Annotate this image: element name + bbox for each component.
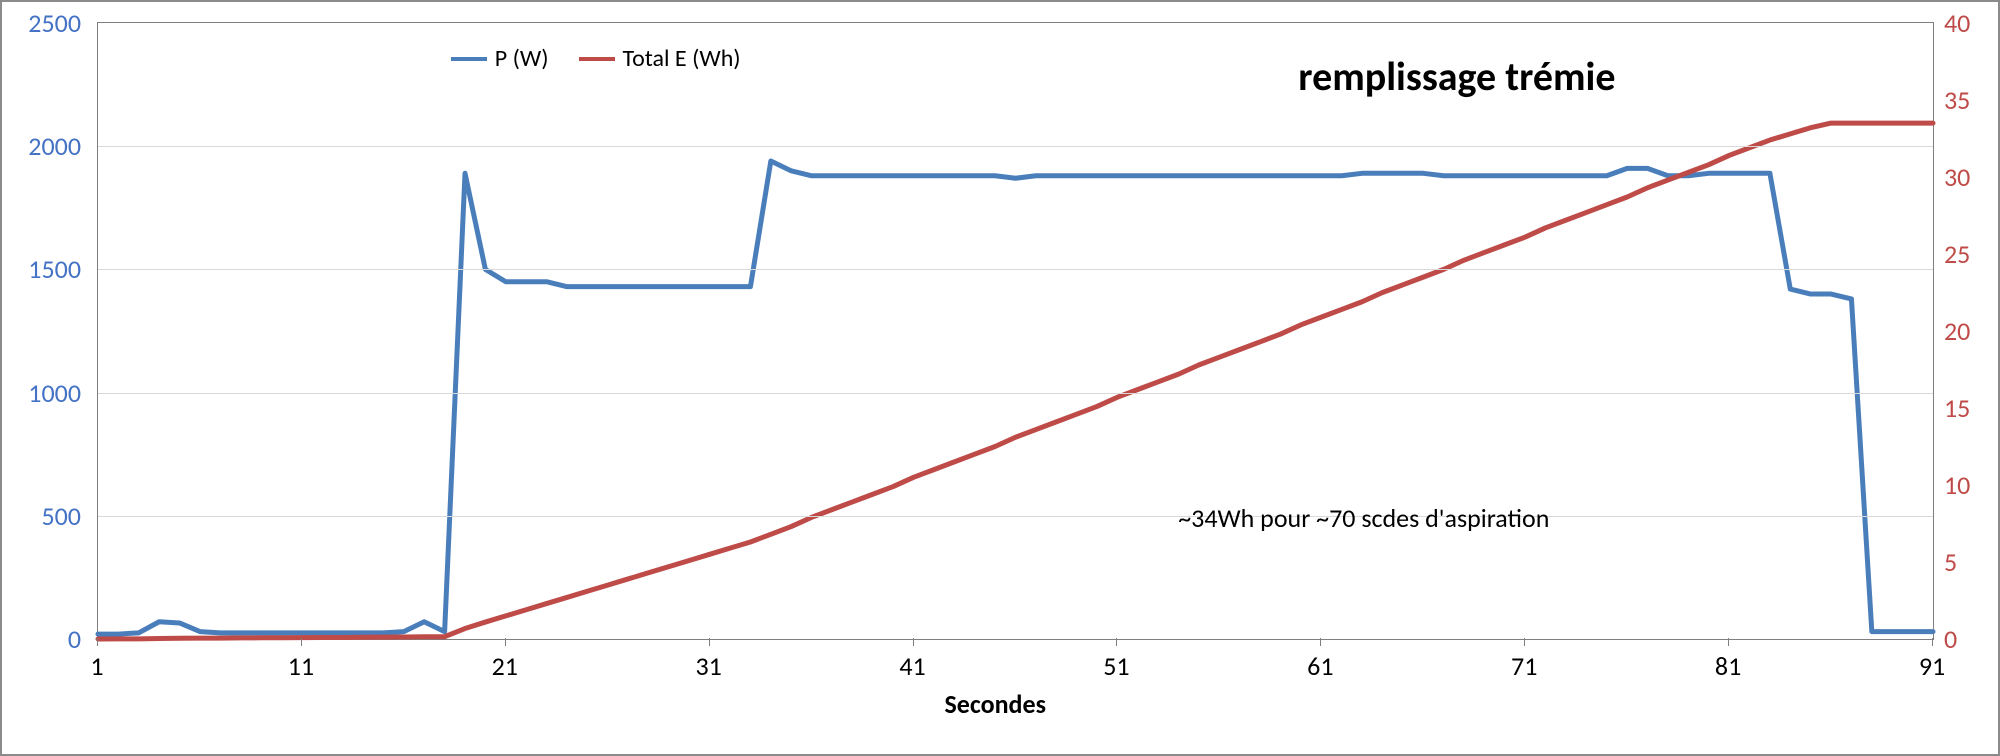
- legend-item: Total E (Wh): [579, 44, 741, 73]
- y-right-tick-label: 40: [1944, 7, 1970, 39]
- x-tick-mark: [1524, 638, 1525, 646]
- grid-line: [98, 393, 1933, 394]
- x-tick-mark: [913, 638, 914, 646]
- series-svg: [98, 23, 1933, 639]
- x-tick-mark: [1728, 638, 1729, 646]
- legend-label: Total E (Wh): [623, 44, 741, 73]
- grid-line: [98, 146, 1933, 147]
- plot-area: [97, 22, 1934, 640]
- y-left-tick-label: 1000: [28, 377, 81, 409]
- x-tick-label: 51: [1076, 650, 1156, 682]
- y-left-tick-label: 1500: [28, 253, 81, 285]
- x-tick-label: 61: [1280, 650, 1360, 682]
- x-tick-mark: [709, 638, 710, 646]
- x-axis-label: Secondes: [945, 688, 1046, 720]
- chart-frame: P (W) Total E (Wh) remplissage trémie ~34…: [0, 0, 2000, 756]
- legend: P (W) Total E (Wh): [451, 44, 741, 73]
- x-tick-label: 91: [1892, 650, 1972, 682]
- y-left-tick-label: 0: [68, 623, 81, 655]
- series-line: [98, 123, 1933, 639]
- x-tick-mark: [301, 638, 302, 646]
- y-right-tick-label: 0: [1944, 623, 1957, 655]
- legend-swatch: [579, 57, 615, 61]
- y-right-tick-label: 15: [1944, 392, 1970, 424]
- x-tick-mark: [97, 638, 98, 646]
- y-right-tick-label: 5: [1944, 546, 1957, 578]
- grid-line: [98, 516, 1933, 517]
- x-tick-mark: [1932, 638, 1933, 646]
- x-tick-mark: [1320, 638, 1321, 646]
- x-tick-mark: [505, 638, 506, 646]
- chart-title: remplissage trémie: [1298, 52, 1615, 101]
- y-right-tick-label: 20: [1944, 315, 1970, 347]
- y-left-tick-label: 2500: [28, 7, 81, 39]
- legend-item: P (W): [451, 44, 549, 73]
- annotation-text: ~34Wh pour ~70 scdes d'aspiration: [1178, 502, 1549, 534]
- y-right-tick-label: 35: [1944, 84, 1970, 116]
- x-tick-label: 81: [1688, 650, 1768, 682]
- y-left-tick-label: 500: [41, 500, 81, 532]
- x-tick-label: 11: [261, 650, 341, 682]
- x-tick-mark: [1116, 638, 1117, 646]
- y-right-tick-label: 25: [1944, 238, 1970, 270]
- x-tick-label: 21: [465, 650, 545, 682]
- x-tick-label: 41: [873, 650, 953, 682]
- x-tick-label: 71: [1484, 650, 1564, 682]
- y-right-tick-label: 10: [1944, 469, 1970, 501]
- x-tick-label: 31: [669, 650, 749, 682]
- y-right-tick-label: 30: [1944, 161, 1970, 193]
- series-line: [98, 161, 1933, 634]
- y-left-tick-label: 2000: [28, 130, 81, 162]
- legend-label: P (W): [495, 44, 549, 73]
- legend-swatch: [451, 57, 487, 61]
- grid-line: [98, 269, 1933, 270]
